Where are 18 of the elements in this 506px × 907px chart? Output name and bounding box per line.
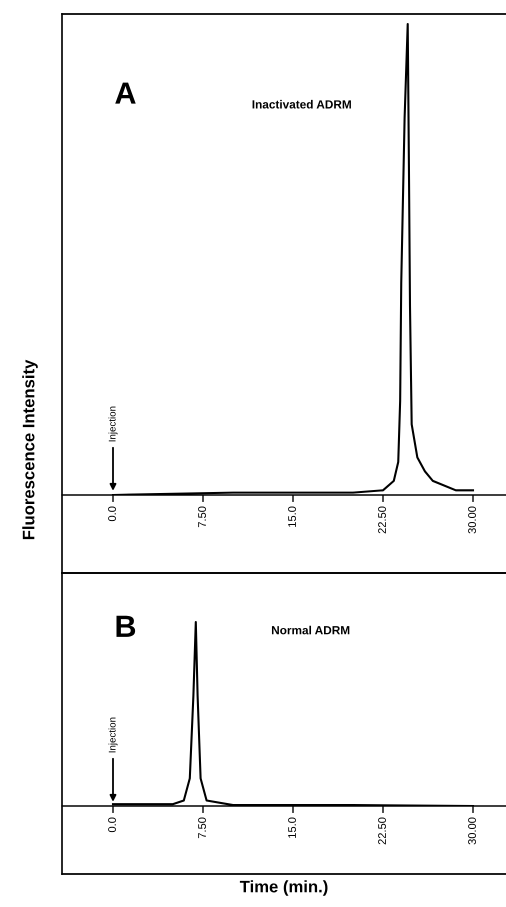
annotation: Injection	[108, 406, 118, 442]
x-tick-label: 0.0	[108, 818, 116, 832]
x-tick-label: 7.50	[198, 818, 206, 838]
text: A	[115, 82, 136, 104]
annotation: Inactivated ADRM	[252, 100, 351, 109]
x-axis-title: Time (min.)	[240, 880, 328, 896]
y-axis-title: Fluorescence Intensity	[22, 360, 38, 540]
annotation: Injection	[108, 718, 118, 752]
x-tick-label: 22.50	[378, 506, 386, 534]
chart-title: B	[116, 616, 136, 637]
x-tick-label: 7.50	[198, 506, 206, 528]
annotation: Normal ADRM	[272, 626, 350, 634]
x-tick-label: 15.0	[288, 506, 296, 527]
x-tick-label: 22.50	[378, 818, 386, 844]
x-tick-label: 15.0	[288, 818, 296, 838]
x-tick-label: 30.00	[468, 818, 476, 844]
x-tick-label: 30.00	[468, 506, 476, 534]
x-tick-label: 0.0	[108, 506, 116, 522]
